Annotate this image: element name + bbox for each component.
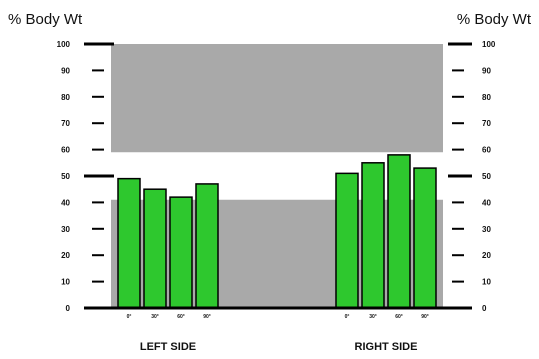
left-tick-label: 60: [61, 146, 70, 155]
bar-1-2: [387, 154, 411, 309]
left-axis-title: % Body Wt: [8, 11, 83, 28]
bar-series: [84, 154, 472, 310]
group-label: LEFT SIDE: [140, 341, 196, 353]
left-tick-label: 100: [57, 40, 71, 49]
category-label: 60°: [177, 314, 185, 320]
right-tick-label: 90: [482, 66, 491, 75]
right-tick-label: 10: [482, 278, 491, 287]
left-tick-label: 20: [61, 251, 70, 260]
right-tick-label: 0: [482, 304, 487, 313]
category-label: 30°: [369, 314, 377, 320]
category-label: 60°: [395, 314, 403, 320]
right-tick-label: 100: [482, 40, 496, 49]
left-tick-label: 90: [61, 66, 70, 75]
left-tick-label: 10: [61, 278, 70, 287]
reference-zone-0: [111, 44, 443, 153]
left-tick-label: 0: [66, 304, 71, 313]
category-label: 30°: [151, 314, 159, 320]
left-tick-label: 40: [61, 198, 70, 207]
category-label: 0°: [127, 314, 132, 320]
right-tick-label: 30: [482, 225, 491, 234]
bar-1-0: [335, 172, 359, 309]
left-tick-label: 30: [61, 225, 70, 234]
right-tick-label: 70: [482, 119, 491, 128]
category-labels: 0° 30° 60° 90° LEFT SIDE 0° 30° 60° 90° RIGHT SID…: [127, 314, 429, 353]
right-tick-label: 80: [482, 93, 491, 102]
right-tick-label: 40: [482, 198, 491, 207]
bar-0-0: [117, 177, 141, 309]
group-label: RIGHT SIDE: [355, 341, 418, 353]
left-tick-label: 50: [61, 172, 70, 181]
right-axis-title: % Body Wt: [457, 11, 532, 28]
right-tick-label: 60: [482, 146, 491, 155]
left-tick-label: 80: [61, 93, 70, 102]
category-label: 90°: [421, 314, 429, 320]
right-tick-label: 50: [482, 172, 491, 181]
bar-0-1: [143, 188, 167, 309]
bar-0-3: [195, 183, 219, 309]
category-label: 0°: [345, 314, 350, 320]
bar-1-1: [361, 162, 385, 309]
left-tick-label: 70: [61, 119, 70, 128]
category-label: 90°: [203, 314, 211, 320]
right-tick-label: 20: [482, 251, 491, 260]
bar-1-3: [413, 167, 437, 309]
bar-0-2: [169, 196, 193, 309]
